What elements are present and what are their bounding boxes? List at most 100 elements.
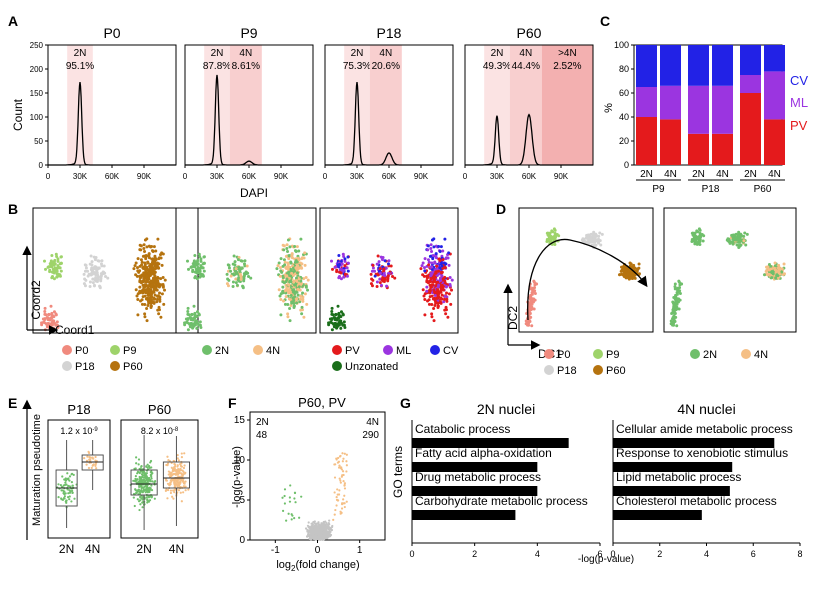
boxplot-point — [147, 500, 151, 503]
diffusion-point — [726, 237, 730, 241]
diffusion-point — [553, 234, 557, 238]
umap-point — [437, 283, 441, 287]
legend-dot-PV — [332, 345, 342, 355]
umap-point — [48, 268, 52, 272]
boxplot-point — [173, 491, 176, 494]
umap-point — [336, 304, 340, 308]
umap-point — [299, 279, 303, 283]
volcano-point — [311, 523, 315, 526]
boxplot-point — [65, 499, 68, 502]
volcano-point — [323, 523, 326, 526]
volcano-point — [313, 520, 316, 523]
umap-point — [296, 264, 300, 268]
volcano-point — [334, 508, 337, 512]
boxplot-point — [59, 484, 62, 487]
umap-point — [439, 271, 443, 275]
panel-g-ylabel: GO terms — [391, 446, 405, 498]
umap-point — [277, 288, 281, 292]
umap-point — [288, 274, 292, 278]
go-bar — [412, 486, 538, 496]
x-tick-label: 90K — [137, 172, 152, 181]
umap-point — [328, 317, 332, 321]
diffusion-point — [698, 242, 702, 246]
umap-point — [294, 266, 298, 270]
umap-point — [285, 246, 289, 250]
umap-point — [146, 261, 150, 265]
umap-point — [422, 266, 426, 270]
gate-shade — [204, 45, 230, 165]
umap-frame-3 — [319, 207, 459, 334]
volcano-point — [343, 482, 347, 485]
diffusion-point — [524, 319, 528, 323]
umap-point — [146, 293, 150, 297]
diffusion-frame-2 — [663, 207, 797, 333]
umap-point — [143, 302, 147, 306]
volcano-point — [281, 509, 285, 513]
bar-segment-ML — [740, 75, 761, 93]
umap-point — [430, 261, 434, 265]
umap-point — [422, 294, 426, 298]
volcano-point — [307, 521, 310, 524]
umap-point — [154, 277, 158, 281]
umap-point — [202, 255, 206, 259]
umap-point — [90, 260, 94, 264]
umap-point — [369, 272, 373, 276]
x-tick-label: 6 — [597, 549, 602, 559]
legend-label-P9: P9 — [606, 349, 619, 361]
boxplot-point — [174, 482, 177, 485]
diffusion-point — [631, 276, 635, 280]
umap-point — [278, 294, 282, 298]
volcano-point — [337, 499, 340, 502]
diffusion-point — [637, 272, 641, 276]
umap-point — [393, 276, 397, 280]
legend-dot-P9 — [110, 345, 120, 355]
volcano-point — [313, 531, 316, 535]
umap-point — [303, 263, 307, 267]
umap-point — [156, 265, 160, 269]
umap-point — [196, 262, 200, 266]
diffusion-point — [700, 232, 704, 236]
umap-point — [138, 285, 142, 289]
umap-point — [151, 259, 155, 263]
umap-point — [429, 246, 433, 250]
boxplot-point — [70, 472, 74, 475]
umap-point — [48, 318, 52, 322]
umap-point — [342, 320, 346, 324]
gate-percent: 8.61% — [232, 61, 260, 72]
boxplot-point — [71, 484, 74, 487]
diffusion-point — [547, 237, 551, 241]
umap-point — [378, 277, 382, 281]
umap-point — [156, 279, 160, 283]
umap-point — [290, 256, 294, 260]
bar-segment-PV — [660, 119, 681, 165]
umap-point — [301, 291, 305, 295]
x-tick-label: 0 — [46, 172, 51, 181]
umap-point — [139, 248, 143, 252]
umap-point — [287, 257, 291, 261]
umap-point — [84, 266, 88, 270]
boxplot-point — [68, 495, 71, 498]
volcano-point — [338, 477, 341, 480]
volcano-point — [310, 525, 313, 528]
volcano-point — [335, 458, 338, 461]
boxplot-point — [149, 461, 152, 464]
diffusion-point — [581, 237, 585, 241]
volcano-point — [332, 518, 335, 521]
umap-point — [438, 290, 442, 294]
go-term-label: Fatty acid alpha-oxidation — [415, 446, 552, 460]
volcano-point — [317, 524, 321, 527]
umap-point — [281, 289, 285, 293]
boxplot-point — [150, 480, 154, 483]
umap-point — [421, 261, 425, 265]
umap-point — [383, 277, 387, 281]
boxplot-point — [85, 463, 88, 466]
histogram-P0: 2N 95.1% P0 0 30K 60K 90K 0 50 100 150 200 250 — [30, 25, 177, 181]
umap-point — [150, 269, 154, 273]
legend-label-P60: P60 — [123, 361, 143, 373]
umap-point — [447, 292, 451, 296]
go-terms-bars: 2N nuclei 0 2 4 6 Catabolic process Fatty acid… — [409, 401, 802, 565]
boxplot-point — [169, 471, 172, 474]
umap-point — [288, 245, 292, 249]
umap-point — [157, 256, 161, 260]
umap-point — [86, 274, 90, 278]
